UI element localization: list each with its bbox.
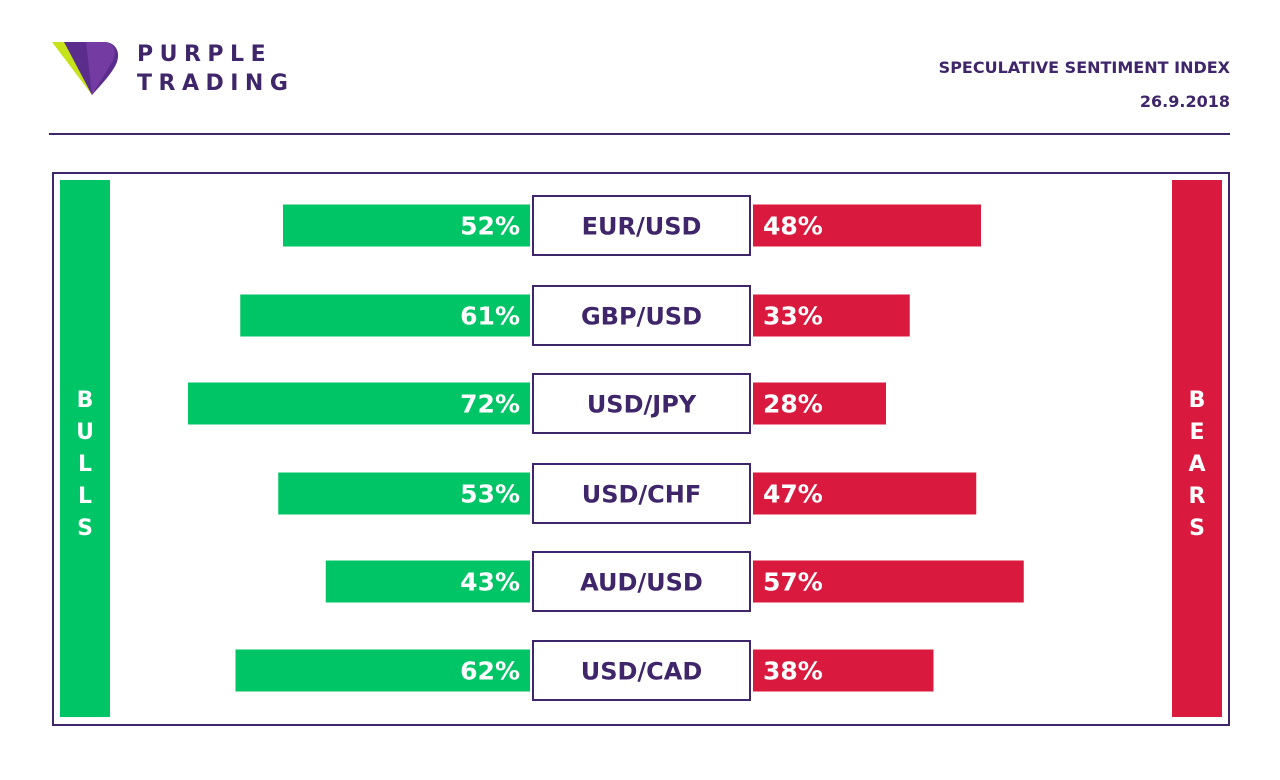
pair-box xyxy=(532,463,751,524)
bulls-value-label: 53% xyxy=(460,480,520,509)
bears-value-label: 47% xyxy=(763,480,823,509)
bulls-value-label: 43% xyxy=(460,568,520,597)
bears-letter: B xyxy=(1188,388,1206,413)
bulls-bar xyxy=(188,382,530,425)
brand-line-1: PURPLE xyxy=(137,42,273,67)
pair-box xyxy=(532,285,751,346)
bulls-letter: B xyxy=(76,388,94,413)
pair-box xyxy=(532,373,751,434)
bulls-value-label: 52% xyxy=(460,212,520,241)
bulls-bar xyxy=(235,649,530,692)
pair-box xyxy=(532,551,751,612)
pair-label: AUD/USD xyxy=(580,569,703,597)
bulls-value-label: 72% xyxy=(460,390,520,419)
page-date: 26.9.2018 xyxy=(1139,92,1230,111)
pair-label: USD/CAD xyxy=(581,658,703,686)
bears-bar xyxy=(753,649,934,692)
bulls-value-label: 61% xyxy=(460,302,520,331)
bulls-letter: L xyxy=(77,484,93,509)
bears-value-label: 33% xyxy=(763,302,823,331)
pair-label: USD/CHF xyxy=(582,481,702,509)
bears-bar xyxy=(753,382,886,425)
bulls-letter: S xyxy=(77,516,93,541)
page-title: SPECULATIVE SENTIMENT INDEX xyxy=(938,58,1230,77)
pair-label: USD/JPY xyxy=(587,391,697,419)
bears-letter: E xyxy=(1189,420,1205,445)
brand-name: PURPLE TRADING xyxy=(137,40,294,98)
bears-bar xyxy=(753,560,1024,603)
bulls-bar xyxy=(278,472,530,515)
chart-frame xyxy=(52,172,1230,726)
bears-value-label: 57% xyxy=(763,568,823,597)
pair-label: GBP/USD xyxy=(581,303,702,331)
bulls-letter: L xyxy=(77,452,93,477)
bears-bar xyxy=(753,472,977,515)
bears-letter: S xyxy=(1189,516,1205,541)
bears-label: B E A R S xyxy=(1172,385,1222,545)
bulls-bar xyxy=(240,294,530,337)
logo: PURPLE TRADING xyxy=(52,38,312,100)
bears-side-bar: B E A R S xyxy=(1172,180,1222,717)
bears-bar xyxy=(753,204,981,247)
header-right: SPECULATIVE SENTIMENT INDEX 26.9.2018 xyxy=(939,57,1230,113)
bears-value-label: 28% xyxy=(763,390,823,419)
bulls-bar xyxy=(283,204,530,247)
header-divider xyxy=(49,133,1230,135)
bears-letter: A xyxy=(1188,452,1206,477)
bulls-value-label: 62% xyxy=(460,657,520,686)
bears-value-label: 48% xyxy=(763,212,823,241)
bulls-label: B U L L S xyxy=(60,385,110,545)
bulls-side-bar: B U L L S xyxy=(60,180,110,717)
bulls-letter: U xyxy=(76,420,94,445)
bears-bar xyxy=(753,294,910,337)
pair-label: EUR/USD xyxy=(582,213,702,241)
bears-value-label: 38% xyxy=(763,657,823,686)
bears-letter: R xyxy=(1188,484,1206,509)
bulls-bar xyxy=(325,560,530,603)
pair-box xyxy=(532,195,751,256)
brand-line-2: TRADING xyxy=(137,71,295,96)
pair-box xyxy=(532,640,751,701)
purple-trading-logo-icon xyxy=(52,42,119,95)
